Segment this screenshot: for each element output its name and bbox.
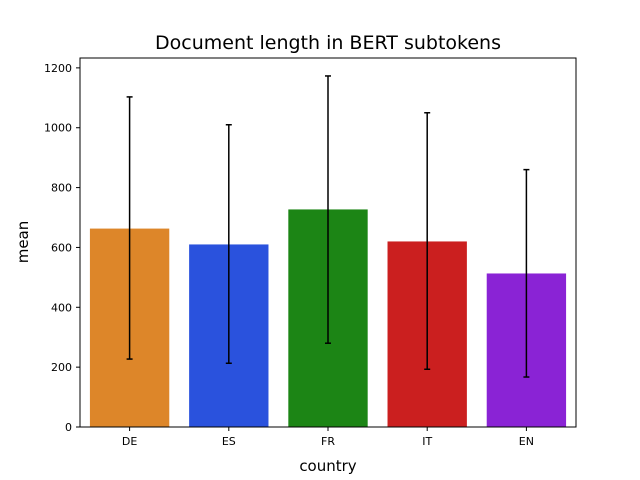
x-axis: DE ES FR IT EN bbox=[122, 427, 534, 448]
x-tick-label-de: DE bbox=[122, 435, 137, 448]
y-tick-label-400: 400 bbox=[51, 301, 72, 314]
errorbar-it bbox=[424, 112, 431, 370]
x-tick-label-es: ES bbox=[222, 435, 236, 448]
x-tick-label-en: EN bbox=[519, 435, 534, 448]
y-tick-label-600: 600 bbox=[51, 241, 72, 254]
y-tick-label-800: 800 bbox=[51, 182, 72, 195]
errorbar-es bbox=[225, 123, 232, 365]
errorbars-group bbox=[126, 75, 530, 378]
x-tick-label-it: IT bbox=[422, 435, 432, 448]
y-tick-label-200: 200 bbox=[51, 361, 72, 374]
chart-title: Document length in BERT subtokens bbox=[155, 32, 501, 54]
y-tick-label-0: 0 bbox=[65, 421, 72, 434]
x-axis-label: country bbox=[299, 457, 356, 475]
y-axis-label: mean bbox=[14, 221, 32, 264]
y-tick-label-1200: 1200 bbox=[44, 62, 72, 75]
errorbar-en bbox=[523, 168, 530, 378]
y-tick-label-1000: 1000 bbox=[44, 122, 72, 135]
y-axis: 0 200 400 600 800 1000 1200 bbox=[44, 62, 80, 434]
errorbar-fr bbox=[325, 75, 331, 344]
x-tick-label-fr: FR bbox=[321, 435, 335, 448]
errorbar-de bbox=[126, 96, 133, 360]
